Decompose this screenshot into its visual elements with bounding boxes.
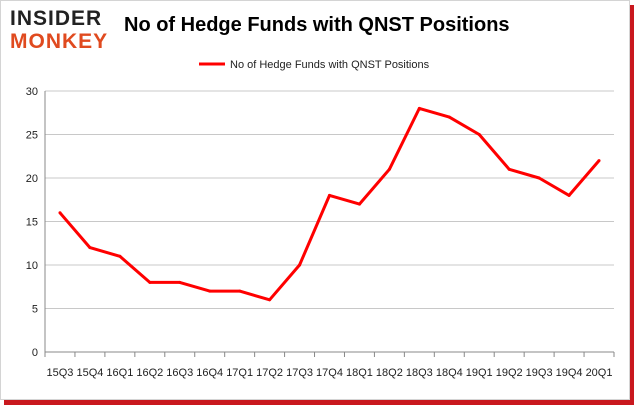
data-point bbox=[417, 106, 421, 110]
logo-line-1: INSIDER bbox=[10, 7, 103, 30]
data-point bbox=[298, 263, 302, 267]
y-tick-label: 25 bbox=[26, 130, 38, 142]
data-point bbox=[58, 211, 62, 215]
data-point bbox=[148, 280, 152, 284]
y-tick-label: 5 bbox=[32, 304, 38, 316]
data-point bbox=[268, 298, 272, 302]
legend: No of Hedge Funds with QNST Positions bbox=[199, 59, 430, 71]
series-layer bbox=[58, 106, 601, 302]
x-tick-label: 17Q4 bbox=[316, 367, 343, 379]
y-tick-label: 30 bbox=[26, 86, 38, 98]
chart-frame bbox=[0, 0, 630, 400]
logo-line-2: MONKEY bbox=[10, 30, 109, 53]
x-tick-label: 20Q1 bbox=[586, 367, 613, 379]
insider-monkey-logo: INSIDER MONKEY bbox=[10, 8, 118, 58]
x-tick-label: 17Q1 bbox=[226, 367, 253, 379]
y-tick-label: 10 bbox=[26, 260, 38, 272]
x-tick-label: 17Q2 bbox=[256, 367, 283, 379]
y-tick-label: 0 bbox=[32, 347, 38, 359]
data-point bbox=[507, 167, 511, 171]
data-point bbox=[357, 202, 361, 206]
series-line bbox=[58, 106, 601, 302]
x-tick-label: 18Q1 bbox=[346, 367, 373, 379]
x-tick-label: 18Q4 bbox=[436, 367, 463, 379]
x-tick-label: 16Q1 bbox=[106, 367, 133, 379]
data-point bbox=[387, 167, 391, 171]
x-tick-label: 19Q4 bbox=[556, 367, 583, 379]
data-point bbox=[178, 280, 182, 284]
data-point bbox=[597, 159, 601, 163]
x-tick-label: 18Q2 bbox=[376, 367, 403, 379]
data-point bbox=[328, 193, 331, 197]
data-point bbox=[447, 115, 451, 119]
x-tick-label: 16Q2 bbox=[136, 367, 163, 379]
x-tick-label: 19Q3 bbox=[526, 367, 553, 379]
axis-layer: 0 5 10 15 20 25 30 15Q3 15Q4 16Q1 16Q2 16Q3 16Q4 17Q1… bbox=[26, 86, 615, 379]
data-point bbox=[537, 176, 541, 180]
x-tick-label: 16Q3 bbox=[166, 367, 193, 379]
x-tick-label: 17Q3 bbox=[286, 367, 313, 379]
x-tick-label: 19Q2 bbox=[496, 367, 523, 379]
x-tick-label: 16Q4 bbox=[196, 367, 223, 379]
data-point bbox=[118, 254, 122, 258]
data-point bbox=[208, 289, 212, 293]
legend-label: No of Hedge Funds with QNST Positions bbox=[230, 59, 430, 71]
x-tick-label: 19Q1 bbox=[466, 367, 493, 379]
data-point bbox=[477, 133, 481, 136]
y-tick-label: 20 bbox=[26, 173, 38, 185]
data-point bbox=[567, 193, 571, 197]
chart-title: No of Hedge Funds with QNST Positions bbox=[124, 14, 510, 36]
grid-layer bbox=[45, 90, 614, 309]
x-tick-label: 15Q4 bbox=[76, 367, 103, 379]
x-tick-label: 15Q3 bbox=[47, 367, 74, 379]
x-tick-label: 18Q3 bbox=[406, 367, 433, 379]
y-tick-label: 15 bbox=[26, 217, 38, 229]
data-point bbox=[88, 246, 92, 250]
data-point bbox=[238, 289, 242, 293]
